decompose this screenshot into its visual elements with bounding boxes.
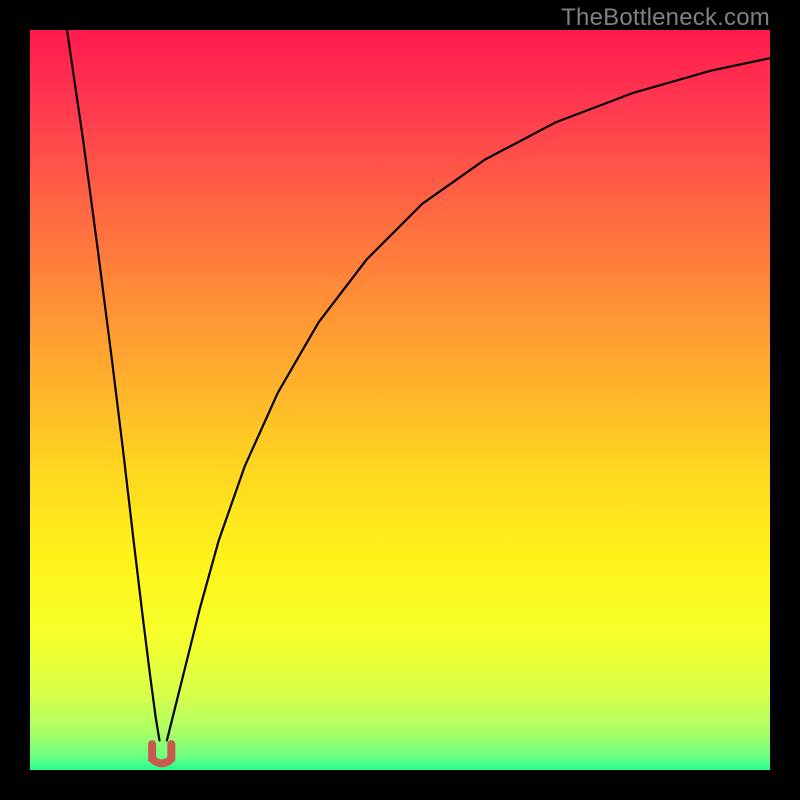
plot-background — [30, 30, 770, 770]
chart-frame: TheBottleneck.com — [0, 0, 800, 800]
watermark-text: TheBottleneck.com — [561, 4, 770, 32]
bottleneck-chart — [0, 0, 800, 800]
